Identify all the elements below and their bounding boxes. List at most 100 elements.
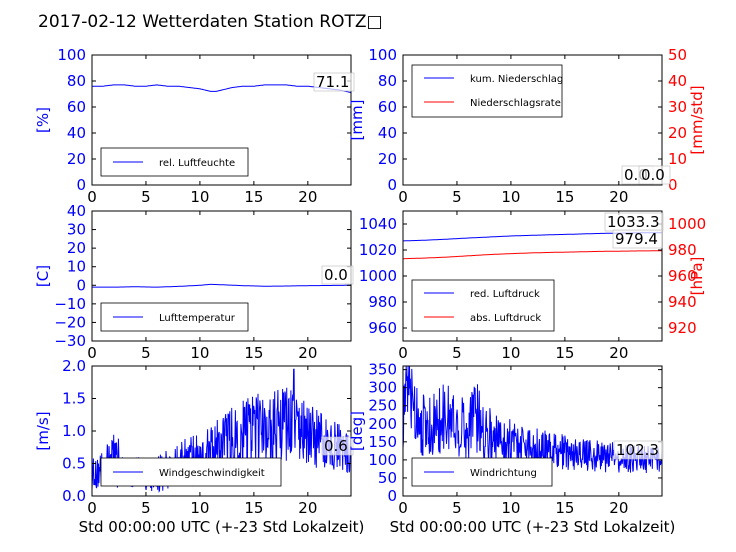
x-tick-label: 15 [244,499,263,517]
x-tick-label: 5 [141,188,151,206]
x-tick-label: 15 [555,188,574,206]
x-tick-label: 15 [244,188,263,206]
value-label: 979.4 [615,230,658,248]
panel-wind_speed: 0 5 10 15 20 0.0 0.5 1.0 1.5 2.0 [m/s] Std 00:00:00… [34,357,364,536]
x-tick-label: 20 [298,344,317,362]
x-axis-label: Std 00:00:00 UTC (+-23 Std Lokalzeit) [79,518,365,536]
x-tick-label: 5 [452,344,462,362]
y-tick-label: 0 [387,176,397,194]
y-tick-label: 60 [378,98,397,116]
y-tick-label-right: 50 [668,46,687,64]
y-tick-label: 1000 [359,267,397,285]
plot-frame [402,365,663,497]
x-tick-label: 10 [501,499,520,517]
legend-label: Lufttemperatur [159,313,236,324]
x-tick-label: 20 [609,344,628,362]
legend-label: abs. Luftdruck [470,313,541,324]
y-tick-label: 250 [368,397,397,415]
y-tick-label: −20 [54,313,86,331]
y-tick-label: 1020 [359,241,397,259]
value-label-box [321,265,354,285]
figure-title: 2017-02-12 Wetterdaten Station ROTZ□ [38,12,383,32]
legend-box [411,279,555,332]
y-tick-label: 20 [67,150,86,168]
y-axis-label: [deg] [348,411,366,451]
value-label: 1033.3 [607,213,660,231]
legend-label: kum. Niederschlag [470,74,563,85]
y-tick-label: 350 [368,361,397,379]
y-tick-label-right: 10 [668,150,687,168]
x-tick-label: 0 [87,188,97,206]
value-label: 0.0 [324,266,348,284]
x-tick-label: 5 [452,499,462,517]
y-tick-label: 1040 [359,215,397,233]
panel-temperature: 0 5 10 15 20−30−20−10010203040[C]Lufttempera… [34,202,354,362]
x-tick-label: 20 [298,188,317,206]
y-tick-label: 100 [57,46,86,64]
y-tick-label-right: 920 [668,319,697,337]
y-tick-label: 100 [368,46,397,64]
y-tick-label: 200 [368,415,397,433]
x-tick-label: 5 [452,188,462,206]
value-label-box [313,72,355,92]
legend-label: Windgeschwindigkeit [159,468,265,479]
y-tick-label: 60 [67,98,86,116]
x-tick-label: 15 [244,344,263,362]
value-label-box [613,440,664,460]
x-tick-label: 20 [298,499,317,517]
y-tick-label: 2.0 [62,357,86,375]
value-label-box [612,229,663,249]
y-tick-label: 80 [378,72,397,90]
y-tick-label: 40 [67,202,86,220]
value-label: 71.1 [316,73,349,91]
panel-precipitation: 0 5 10 15 20 0 20 40 60 80 100 0 10 20 30 40 50 [mm] [mm/s… [348,46,706,206]
y-tick-label: 40 [67,124,86,142]
y-tick-label: 0 [387,487,397,505]
x-tick-label: 5 [141,499,151,517]
x-tick-label: 10 [501,188,520,206]
y-tick-label-right: 40 [668,72,687,90]
y-tick-label-right: 980 [668,241,697,259]
legend-label: Windrichtung [470,468,537,479]
y-axis-label: [m/s] [34,411,52,450]
y-tick-label: 30 [67,221,86,239]
y-tick-label: 50 [378,469,397,487]
legend-label: Niederschlagsrate [470,98,561,109]
plot-frame [402,54,663,186]
value-label: 0.0 [641,166,665,184]
plot-frame [91,54,352,186]
y-tick-label: 40 [378,124,397,142]
x-tick-label: 20 [609,188,628,206]
x-tick-label: 0 [398,188,408,206]
x-tick-label: 5 [141,344,151,362]
y-tick-label: 10 [67,258,86,276]
x-tick-label: 0 [87,344,97,362]
y-tick-label: 1.0 [62,422,86,440]
y-tick-label: 0.5 [62,455,86,473]
y-tick-label-right: 30 [668,98,687,116]
y-tick-label: 0 [76,276,86,294]
y-axis-label-right: [hPa] [688,257,706,296]
x-tick-label: 0 [87,499,97,517]
x-tick-label: 15 [555,499,574,517]
legend-label: rel. Luftfeuchte [159,158,235,169]
x-tick-label: 10 [190,499,209,517]
y-tick-label: 20 [67,239,86,257]
series-line-pressure-1 [403,250,662,260]
y-axis-label: [mm] [348,100,366,141]
y-tick-label-right: 20 [668,124,687,142]
value-label-box [321,436,354,456]
y-tick-label: 0 [76,176,86,194]
x-tick-label: 10 [190,188,209,206]
x-axis-label: Std 00:00:00 UTC (+-23 Std Lokalzeit) [390,518,676,536]
y-tick-label: 300 [368,379,397,397]
y-tick-label: −30 [54,332,86,350]
y-tick-label-right: 960 [668,267,697,285]
y-tick-label: 960 [368,319,397,337]
legend-box [411,64,563,118]
y-tick-label: 20 [378,150,397,168]
y-tick-label-right: 1000 [668,215,706,233]
y-tick-label: 1.5 [62,390,86,408]
